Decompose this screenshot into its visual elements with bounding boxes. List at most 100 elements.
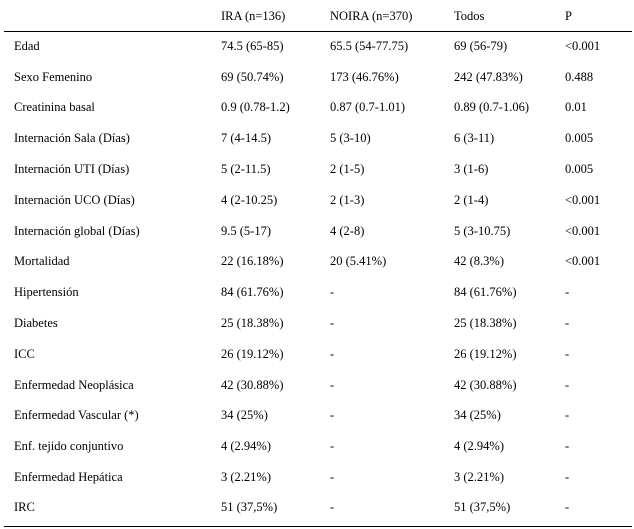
- cell-noira: -: [330, 347, 335, 361]
- header-cell-ira: IRA (n=136): [221, 9, 286, 23]
- cell-p: -: [565, 347, 570, 361]
- cell-noira: -: [330, 408, 335, 422]
- cell-p: -: [565, 285, 570, 299]
- table-row: Internación Sala (Días) 7 (4-14.5) 5 (3-…: [0, 128, 634, 148]
- header-cell-p: P: [565, 9, 572, 23]
- row-label: Diabetes: [14, 316, 58, 330]
- cell-p: 0.488: [565, 70, 594, 84]
- cell-p: -: [565, 408, 570, 422]
- cell-noira: 20 (5.41%): [330, 254, 387, 268]
- cell-todos: 84 (61.76%): [454, 285, 517, 299]
- table-row: Diabetes 25 (18.38%) - 25 (18.38%) -: [0, 313, 634, 333]
- row-label: Sexo Femenino: [14, 70, 93, 84]
- cell-noira: 2 (1-5): [330, 162, 365, 176]
- cell-noira: -: [330, 500, 335, 514]
- table-row: IRC 51 (37,5%) - 51 (37,5%) -: [0, 497, 634, 517]
- cell-todos: 5 (3-10.75): [454, 224, 511, 238]
- table-row: Enfermedad Vascular (*) 34 (25%) - 34 (2…: [0, 405, 634, 425]
- cell-todos: 34 (25%): [454, 408, 501, 422]
- cell-noira: 0.87 (0.7-1.01): [330, 100, 405, 114]
- cell-noira: 173 (46.76%): [330, 70, 399, 84]
- table-header-row: IRA (n=136) NOIRA (n=370) Todos P: [0, 6, 634, 26]
- cell-todos: 4 (2.94%): [454, 439, 504, 453]
- cell-ira: 26 (19.12%): [221, 347, 284, 361]
- table-row: Mortalidad 22 (16.18%) 20 (5.41%) 42 (8.…: [0, 251, 634, 271]
- cell-ira: 22 (16.18%): [221, 254, 284, 268]
- header-cell-todos: Todos: [454, 9, 485, 23]
- cell-p: -: [565, 316, 570, 330]
- cell-ira: 25 (18.38%): [221, 316, 284, 330]
- cell-noira: 2 (1-3): [330, 193, 365, 207]
- table-row: Enfermedad Neoplásica 42 (30.88%) - 42 (…: [0, 375, 634, 395]
- cell-noira: -: [330, 378, 335, 392]
- cell-p: 0.005: [565, 131, 594, 145]
- cell-todos: 42 (30.88%): [454, 378, 517, 392]
- row-label: IRC: [14, 500, 35, 514]
- cell-todos: 69 (56-79): [454, 39, 508, 53]
- cell-todos: 25 (18.38%): [454, 316, 517, 330]
- table-row: Edad 74.5 (65-85) 65.5 (54-77.75) 69 (56…: [0, 36, 634, 56]
- cell-p: 0.01: [565, 100, 587, 114]
- table-row: Enfermedad Hepática 3 (2.21%) - 3 (2.21%…: [0, 467, 634, 487]
- table-row: Internación UTI (Días) 5 (2-11.5) 2 (1-5…: [0, 159, 634, 179]
- cell-todos: 3 (1-6): [454, 162, 489, 176]
- cell-p: <0.001: [565, 254, 601, 268]
- cell-todos: 42 (8.3%): [454, 254, 504, 268]
- table-row: Internación global (Días) 9.5 (5-17) 4 (…: [0, 221, 634, 241]
- cell-ira: 74.5 (65-85): [221, 39, 284, 53]
- cell-todos: 51 (37,5%): [454, 500, 511, 514]
- row-label: Enfermedad Vascular (*): [14, 408, 139, 422]
- row-label: Mortalidad: [14, 254, 70, 268]
- row-label: Edad: [14, 39, 40, 53]
- cell-p: -: [565, 470, 570, 484]
- header-cell-noira: NOIRA (n=370): [330, 9, 413, 23]
- table-row: ICC 26 (19.12%) - 26 (19.12%) -: [0, 344, 634, 364]
- cell-ira: 9.5 (5-17): [221, 224, 271, 238]
- cell-ira: 7 (4-14.5): [221, 131, 271, 145]
- cell-ira: 69 (50.74%): [221, 70, 284, 84]
- row-label: Enfermedad Hepática: [14, 470, 123, 484]
- row-label: Internación global (Días): [14, 224, 140, 238]
- table-bottom-rule: [4, 526, 632, 527]
- row-label: Internación UTI (Días): [14, 162, 130, 176]
- table-row: Internación UCO (Días) 4 (2-10.25) 2 (1-…: [0, 190, 634, 210]
- cell-ira: 5 (2-11.5): [221, 162, 271, 176]
- cell-noira: 4 (2-8): [330, 224, 365, 238]
- cell-noira: -: [330, 439, 335, 453]
- cell-noira: 65.5 (54-77.75): [330, 39, 409, 53]
- row-label: Enf. tejido conjuntivo: [14, 439, 124, 453]
- table-row: Sexo Femenino 69 (50.74%) 173 (46.76%) 2…: [0, 67, 634, 87]
- cell-ira: 42 (30.88%): [221, 378, 284, 392]
- cell-p: -: [565, 378, 570, 392]
- cell-noira: -: [330, 316, 335, 330]
- cell-p: <0.001: [565, 224, 601, 238]
- cell-ira: 3 (2.21%): [221, 470, 271, 484]
- cell-noira: -: [330, 285, 335, 299]
- cell-p: <0.001: [565, 39, 601, 53]
- cell-todos: 242 (47.83%): [454, 70, 523, 84]
- row-label: ICC: [14, 347, 35, 361]
- row-label: Enfermedad Neoplásica: [14, 378, 134, 392]
- cell-todos: 6 (3-11): [454, 131, 495, 145]
- cell-p: <0.001: [565, 193, 601, 207]
- cell-p: -: [565, 500, 570, 514]
- cell-ira: 51 (37,5%): [221, 500, 278, 514]
- cell-ira: 4 (2-10.25): [221, 193, 278, 207]
- table-row: Hipertensión 84 (61.76%) - 84 (61.76%) -: [0, 282, 634, 302]
- cell-p: 0.005: [565, 162, 594, 176]
- cell-p: -: [565, 439, 570, 453]
- cell-ira: 0.9 (0.78-1.2): [221, 100, 290, 114]
- cell-todos: 3 (2.21%): [454, 470, 504, 484]
- cell-noira: 5 (3-10): [330, 131, 371, 145]
- row-label: Creatinina basal: [14, 100, 95, 114]
- row-label: Hipertensión: [14, 285, 79, 299]
- row-label: Internación Sala (Días): [14, 131, 130, 145]
- cell-todos: 2 (1-4): [454, 193, 489, 207]
- table-row: Creatinina basal 0.9 (0.78-1.2) 0.87 (0.…: [0, 97, 634, 117]
- table-top-rule: [4, 31, 632, 32]
- table-row: Enf. tejido conjuntivo 4 (2.94%) - 4 (2.…: [0, 436, 634, 456]
- cell-ira: 84 (61.76%): [221, 285, 284, 299]
- cell-noira: -: [330, 470, 335, 484]
- cell-todos: 0.89 (0.7-1.06): [454, 100, 529, 114]
